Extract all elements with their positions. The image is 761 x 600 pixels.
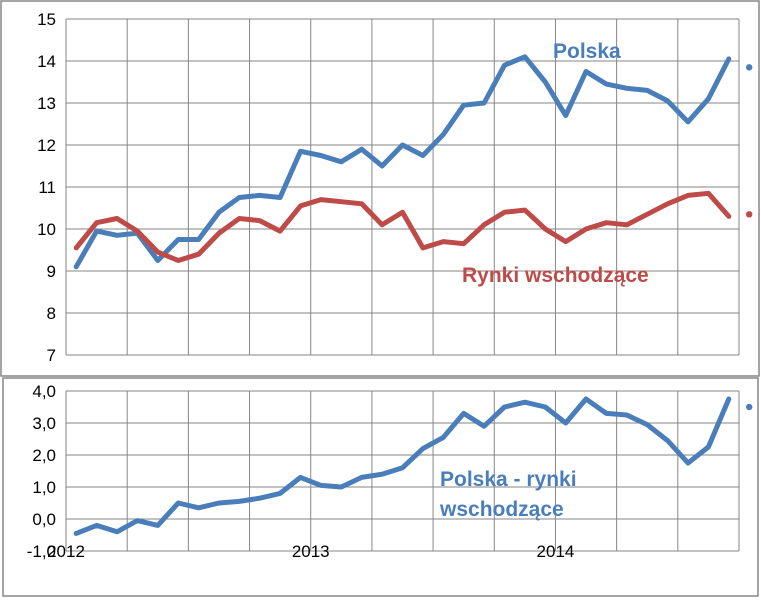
forecast-dot-top-1: [746, 211, 753, 218]
series-layer: [73, 54, 753, 536]
top-y-tick-label: 11: [38, 178, 56, 197]
bottom-y-tick-labels: 4,0 3,0 2,0 1,0 0,0 -1,0: [27, 382, 56, 561]
bottom-y-tick-label: -1,0: [27, 542, 56, 561]
series-label-rynki: Rynki wschodzące: [462, 264, 649, 287]
top-panel-frame: [0, 0, 760, 377]
bottom-y-tick-label: 0,0: [32, 510, 56, 529]
series-line-top-1: [73, 190, 732, 263]
top-y-tick-label: 15: [37, 10, 56, 29]
bottom-y-tick-label: 1,0: [32, 478, 56, 497]
series-line-bottom-0: [73, 396, 732, 536]
top-y-tick-label: 12: [37, 136, 56, 155]
top-y-tick-label: 14: [37, 52, 56, 71]
top-y-tick-labels: 15 14 13 12 11 10 9 8 7: [37, 10, 56, 365]
top-y-tick-label: 10: [37, 220, 56, 239]
x-tick-label: 2014: [537, 542, 575, 561]
top-y-tick-label: 13: [37, 94, 56, 113]
bottom-panel-frame: [2, 377, 759, 597]
series-label-spread-line2: wschodzące: [439, 498, 564, 521]
series-label-spread-line1: Polska - rynki: [440, 468, 577, 491]
forecast-dot-top-0: [746, 64, 753, 71]
top-y-tick-label: 9: [47, 262, 56, 281]
forecast-dot-bottom-0: [746, 403, 753, 411]
top-gridlines: [65, 18, 740, 356]
bottom-y-tick-label: 4,0: [32, 382, 56, 401]
bottom-gridlines: [65, 390, 740, 552]
series-label-polska: Polska: [553, 40, 621, 63]
bottom-y-tick-label: 3,0: [32, 414, 56, 433]
x-tick-label: 2013: [292, 542, 330, 561]
x-tick-label: 2012: [47, 542, 85, 561]
bottom-y-tick-label: 2,0: [32, 446, 56, 465]
x-tick-labels: 2012 2013 2014: [47, 542, 574, 561]
top-y-tick-label: 7: [47, 346, 56, 365]
series-line-top-0: [73, 54, 732, 270]
top-y-tick-label: 8: [47, 304, 56, 323]
